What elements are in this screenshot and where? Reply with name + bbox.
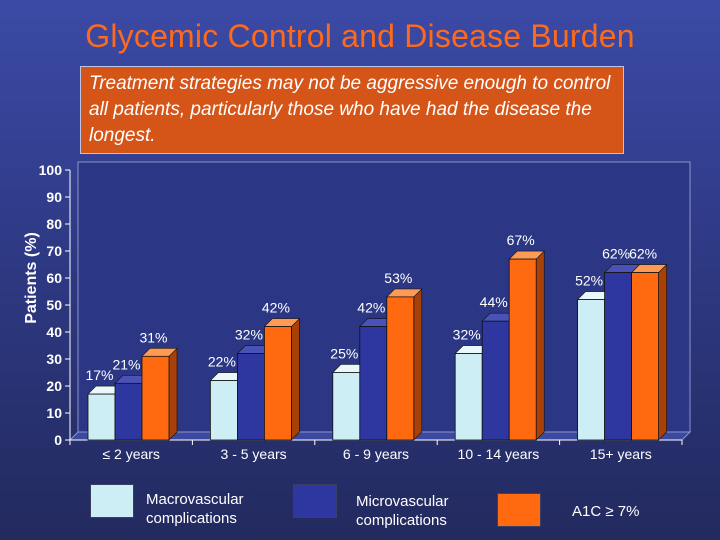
bar-macrovascular [209,380,238,441]
y-tick-label: 0 [54,432,62,448]
bar-microvascular [359,326,388,441]
data-label-microvascular: 21% [112,356,140,372]
x-tick-label: 10 - 14 years [458,446,540,462]
bar-microvascular [114,382,143,441]
bar-a1c [141,355,170,441]
y-tick-label: 40 [46,324,62,340]
data-label-a1c: 62% [629,246,657,262]
y-tick-label: 70 [46,243,62,259]
bar-side-a1c [658,263,667,441]
data-label-a1c: 42% [262,300,290,316]
data-label-macrovascular: 32% [453,327,481,343]
legend-swatch-a1c [497,493,541,527]
legend-label-microvascular: Microvascular complications [356,493,449,529]
data-label-macrovascular: 25% [330,346,358,362]
x-tick-label: 3 - 5 years [221,446,287,462]
y-tick-label: 100 [39,162,63,178]
x-tick-label: 6 - 9 years [343,446,409,462]
legend-swatch-macrovascular [90,484,134,518]
bar-a1c [386,296,415,441]
bar-a1c [508,258,537,441]
bar-a1c [263,326,292,441]
data-label-macrovascular: 22% [208,354,236,370]
bar-side-a1c [535,250,545,441]
bar-macrovascular [454,353,483,441]
y-axis-label: Patients (%) [23,232,40,324]
y-tick-label: 20 [46,378,62,394]
legend-label-macrovascular: Macrovascular complications [146,491,244,527]
bar-macrovascular [577,299,605,441]
data-label-a1c: 31% [139,329,167,345]
data-label-macrovascular: 17% [85,367,113,383]
data-label-microvascular: 62% [602,246,630,262]
bar-side-a1c [291,317,300,441]
bar-a1c [631,272,659,441]
data-label-a1c: 53% [384,270,412,286]
data-label-microvascular: 44% [480,294,508,310]
bar-microvascular [481,320,510,441]
legend-label-a1c: A1C ≥ 7% [572,503,640,520]
y-tick-label: 90 [46,189,62,205]
callout-box: Treatment strategies may not be aggressi… [80,66,624,154]
bar-macrovascular [332,372,361,441]
bar-side-a1c [413,288,423,441]
y-tick-label: 10 [46,405,62,421]
x-tick-label: ≤ 2 years [102,446,159,462]
bar-microvascular [236,353,265,441]
data-label-microvascular: 32% [235,327,263,343]
y-tick-label: 30 [46,351,62,367]
data-label-a1c: 67% [507,232,535,248]
data-label-microvascular: 42% [357,300,385,316]
bar-chart: Patients (%) 0 10 20 30 40 50 60 70 80 90 100 17%21… [23,161,692,462]
legend-swatch-microvascular [293,484,337,518]
bar-macrovascular [87,393,116,441]
bar-side-a1c [168,347,178,441]
data-label-macrovascular: 52% [575,273,603,289]
y-tick-label: 60 [46,270,62,286]
y-tick-label: 50 [46,297,62,313]
x-tick-label: 15+ years [590,446,652,462]
bar-microvascular [604,272,632,441]
slide-title: Glycemic Control and Disease Burden [85,18,635,54]
y-tick-label: 80 [46,216,62,232]
